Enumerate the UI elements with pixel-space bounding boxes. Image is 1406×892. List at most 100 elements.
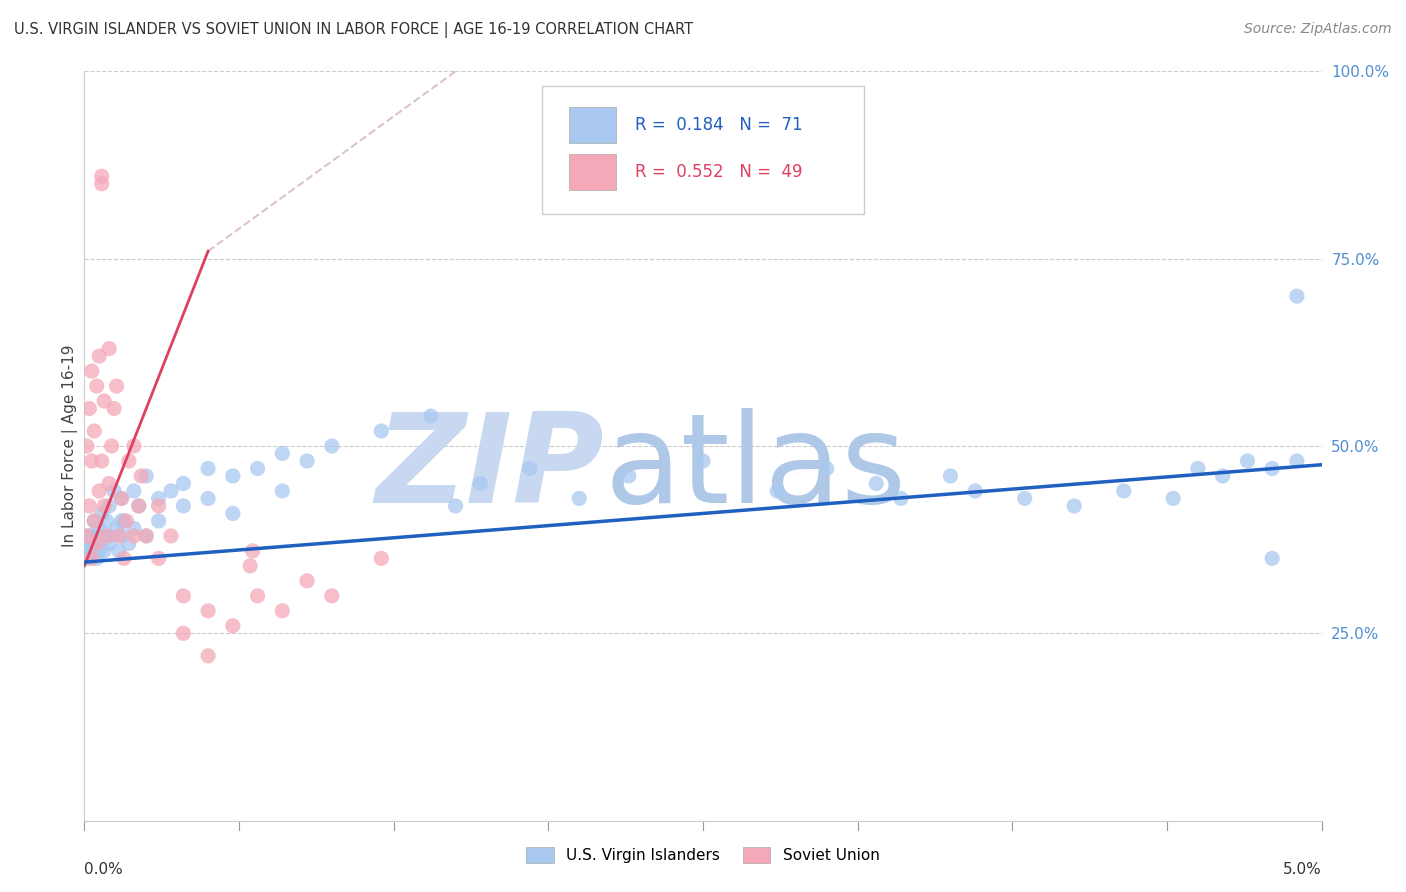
Point <box>122 521 145 535</box>
Point <box>98 529 121 543</box>
Point <box>89 349 111 363</box>
Point <box>115 514 138 528</box>
Point <box>89 544 111 558</box>
Point <box>1187 461 1209 475</box>
Point <box>815 461 838 475</box>
Text: R =  0.184   N =  71: R = 0.184 N = 71 <box>636 116 803 134</box>
Point <box>172 499 194 513</box>
Point <box>148 551 170 566</box>
Point <box>766 483 789 498</box>
Point <box>1285 454 1308 468</box>
Text: 0.0%: 0.0% <box>84 862 124 877</box>
Point <box>444 499 467 513</box>
Text: ZIP: ZIP <box>375 408 605 529</box>
Point <box>295 574 318 588</box>
Point <box>110 491 132 506</box>
Point <box>519 461 541 475</box>
Point <box>110 491 132 506</box>
Point <box>1261 551 1284 566</box>
Point <box>271 483 294 498</box>
Point <box>105 379 128 393</box>
Point <box>93 529 115 543</box>
Point <box>148 491 170 506</box>
Point <box>76 536 98 550</box>
Text: U.S. VIRGIN ISLANDER VS SOVIET UNION IN LABOR FORCE | AGE 16-19 CORRELATION CHAR: U.S. VIRGIN ISLANDER VS SOVIET UNION IN … <box>14 22 693 38</box>
Point <box>321 439 343 453</box>
Point <box>568 491 591 506</box>
Point <box>118 454 141 468</box>
Point <box>1261 461 1284 475</box>
Point <box>222 507 245 521</box>
Point <box>108 544 131 558</box>
Point <box>1212 469 1234 483</box>
Point <box>86 536 108 550</box>
Point <box>939 469 962 483</box>
Point <box>135 529 157 543</box>
Point <box>239 558 262 573</box>
Point <box>1285 289 1308 303</box>
Point <box>118 536 141 550</box>
Point <box>79 529 101 543</box>
Point <box>83 536 105 550</box>
Point <box>470 476 492 491</box>
Point <box>122 439 145 453</box>
Point <box>86 379 108 393</box>
Point <box>76 551 98 566</box>
Point <box>122 483 145 498</box>
Point <box>148 514 170 528</box>
Point <box>295 454 318 468</box>
Point <box>1161 491 1184 506</box>
Point <box>90 454 112 468</box>
Point <box>89 483 111 498</box>
Point <box>112 514 135 528</box>
Text: R =  0.552   N =  49: R = 0.552 N = 49 <box>636 162 803 181</box>
Point <box>103 401 125 416</box>
Point <box>692 454 714 468</box>
Point <box>242 544 264 558</box>
Point <box>76 439 98 453</box>
Point <box>100 439 122 453</box>
Point <box>1112 483 1135 498</box>
Point <box>90 507 112 521</box>
Point <box>197 648 219 663</box>
Point <box>160 529 183 543</box>
FancyBboxPatch shape <box>543 87 863 214</box>
Point <box>1236 454 1258 468</box>
Point <box>80 364 103 378</box>
Text: Source: ZipAtlas.com: Source: ZipAtlas.com <box>1244 22 1392 37</box>
Point <box>80 454 103 468</box>
Point <box>90 177 112 191</box>
Point <box>79 544 101 558</box>
Point <box>135 469 157 483</box>
Point <box>112 551 135 566</box>
Text: atlas: atlas <box>605 408 905 529</box>
Point <box>865 476 887 491</box>
Y-axis label: In Labor Force | Age 16-19: In Labor Force | Age 16-19 <box>62 344 79 548</box>
Point <box>122 529 145 543</box>
Point <box>890 491 912 506</box>
Point <box>89 521 111 535</box>
Point <box>160 483 183 498</box>
Point <box>98 536 121 550</box>
Point <box>965 483 987 498</box>
Point <box>80 551 103 566</box>
Point <box>80 544 103 558</box>
Point <box>98 499 121 513</box>
Point <box>172 626 194 640</box>
Point <box>271 604 294 618</box>
Point <box>172 589 194 603</box>
Point <box>1063 499 1085 513</box>
Point <box>128 499 150 513</box>
Point <box>90 169 112 184</box>
Point <box>76 529 98 543</box>
Point <box>148 499 170 513</box>
Point <box>321 589 343 603</box>
Point <box>172 476 194 491</box>
Point <box>222 469 245 483</box>
Point <box>86 551 108 566</box>
Point <box>86 536 108 550</box>
Point <box>93 499 115 513</box>
Point <box>110 514 132 528</box>
Point <box>93 394 115 409</box>
Point <box>79 401 101 416</box>
